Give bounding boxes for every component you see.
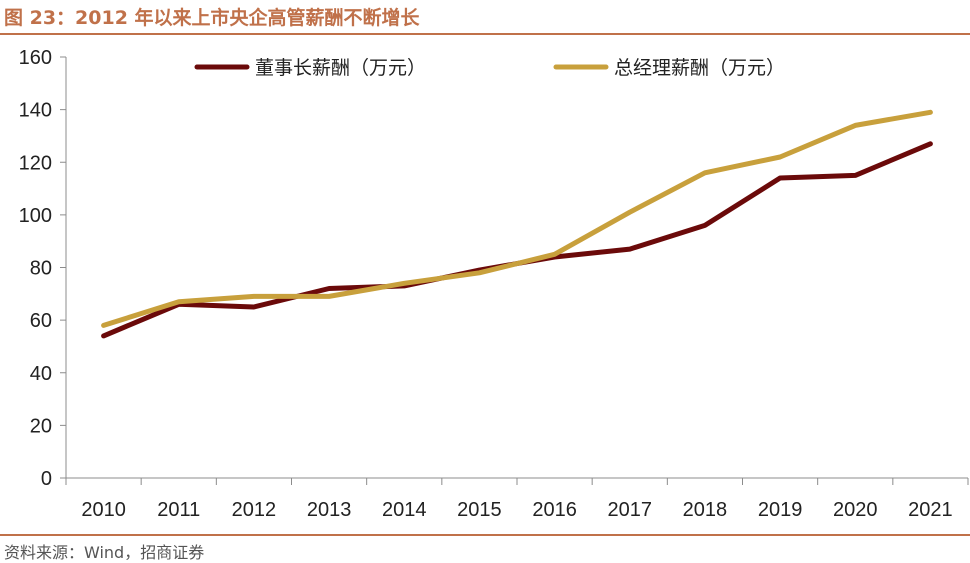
y-tick-label: 20 bbox=[30, 415, 52, 437]
x-tick-label: 2019 bbox=[758, 499, 803, 521]
legend-label-2: 总经理薪酬（万元） bbox=[614, 57, 785, 79]
y-tick-label: 160 bbox=[19, 47, 52, 69]
x-tick-label: 2015 bbox=[457, 499, 502, 521]
x-tick-label: 2013 bbox=[307, 499, 352, 521]
x-tick-label: 2012 bbox=[232, 499, 277, 521]
line-chart: 0 20 40 60 80 100 120 140 160 2010 2011 2012 2013 201… bbox=[19, 47, 969, 521]
x-tick-label: 2014 bbox=[382, 499, 427, 521]
x-tick-label: 2011 bbox=[157, 499, 200, 521]
x-tick-label: 2021 bbox=[908, 499, 953, 521]
series-line-1 bbox=[101, 141, 933, 339]
legend-label-1: 董事长薪酬（万元） bbox=[255, 57, 426, 79]
x-tick-label: 2020 bbox=[833, 499, 878, 521]
y-tick-label: 60 bbox=[30, 310, 52, 332]
x-tick-label: 2010 bbox=[81, 499, 126, 521]
x-tick-label: 2018 bbox=[683, 499, 728, 521]
y-tick-label: 120 bbox=[19, 152, 52, 174]
series-line-2 bbox=[101, 109, 933, 328]
x-tick-label: 2017 bbox=[608, 499, 653, 521]
y-tick-label: 140 bbox=[19, 100, 52, 122]
y-tick-label: 100 bbox=[19, 205, 52, 227]
source-note: 资料来源：Wind，招商证券 bbox=[4, 543, 205, 562]
footer-divider bbox=[0, 534, 970, 536]
x-tick-label: 2016 bbox=[532, 499, 577, 521]
title-divider bbox=[0, 33, 970, 35]
y-tick-label: 0 bbox=[41, 468, 52, 490]
chart-title: 图 23：2012 年以来上市央企高管薪酬不断增长 bbox=[4, 7, 420, 29]
y-tick-label: 80 bbox=[30, 258, 52, 280]
y-tick-label: 40 bbox=[30, 363, 52, 385]
